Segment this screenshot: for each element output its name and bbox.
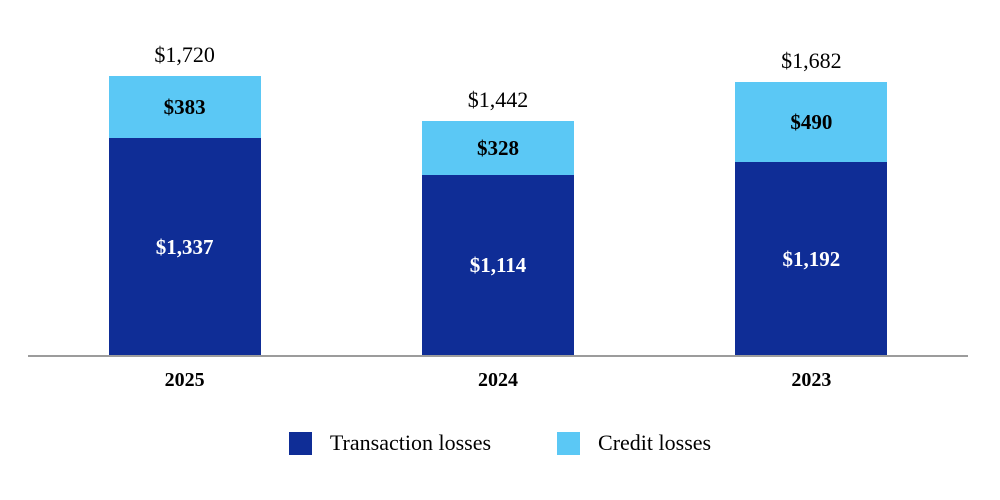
legend-label: Credit losses: [598, 430, 712, 455]
bar-slot-2025: $1,720 $383 $1,337: [28, 0, 341, 356]
legend-swatch-transaction-losses: [288, 431, 312, 455]
segment-value-label: $1,337: [155, 234, 214, 259]
bar-segment-credit-losses-2025: $383: [108, 76, 261, 139]
bar-segment-transaction-losses-2023: $1,192: [735, 162, 888, 356]
legend: Transaction losses Credit losses: [0, 430, 1000, 456]
bar-segment-credit-losses-2024: $328: [421, 121, 574, 175]
bar-2023: $1,682 $490 $1,192: [735, 48, 888, 356]
bar-2025: $1,720 $383 $1,337: [108, 42, 261, 356]
plot-area: $1,720 $383 $1,337 $1,442 $328 $1,114 $1,682 $4…: [28, 0, 968, 356]
x-axis-label-2025: 2025: [164, 369, 205, 391]
bar-segment-credit-losses-2023: $490: [735, 82, 888, 162]
bar-2024: $1,442 $328 $1,114: [421, 87, 574, 356]
bar-segment-transaction-losses-2025: $1,337: [108, 138, 261, 356]
x-axis-labels: 2025 2024 2023: [28, 369, 968, 397]
total-label-2025: $1,720: [154, 42, 215, 68]
legend-item-transaction-losses: Transaction losses: [288, 430, 492, 456]
segment-value-label: $1,192: [782, 246, 841, 271]
segment-value-label: $490: [790, 109, 833, 134]
bar-segment-transaction-losses-2024: $1,114: [421, 174, 574, 356]
segment-value-label: $1,114: [469, 252, 527, 277]
total-label-2024: $1,442: [467, 87, 529, 113]
legend-label: Transaction losses: [329, 430, 492, 455]
segment-value-label: $383: [163, 94, 206, 119]
bar-slot-2023: $1,682 $490 $1,192: [655, 0, 968, 356]
x-axis-label-2024: 2024: [477, 369, 518, 391]
bar-slot-2024: $1,442 $328 $1,114: [341, 0, 654, 356]
total-label-2023: $1,682: [781, 48, 842, 74]
x-axis-label-2023: 2023: [791, 369, 832, 391]
x-axis-line: [28, 355, 968, 357]
legend-item-credit-losses: Credit losses: [557, 430, 711, 456]
segment-value-label: $328: [476, 135, 519, 160]
legend-swatch-credit-losses: [557, 431, 581, 455]
